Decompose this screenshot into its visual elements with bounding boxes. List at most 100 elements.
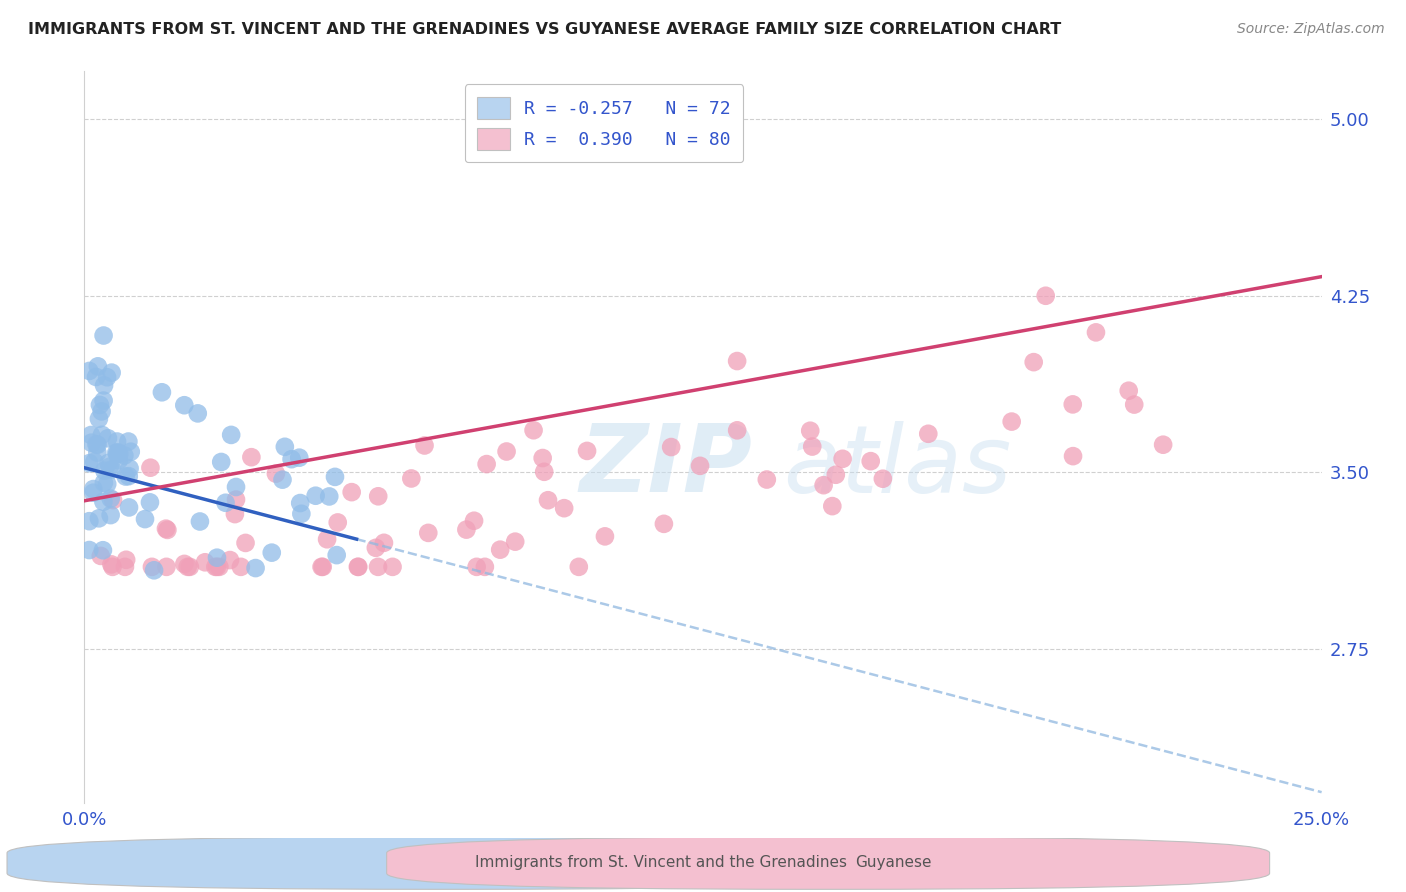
Point (831, 451, 853, 466)
Point (156, 523, 179, 537)
Point (576, 444, 599, 458)
Point (326, 516, 349, 530)
Point (381, 559, 404, 574)
Point (114, 559, 136, 574)
Point (553, 501, 575, 516)
Point (1123, 398, 1146, 412)
Point (93, 475, 115, 490)
Point (1152, 438, 1174, 452)
Point (821, 499, 844, 513)
Point (93, 328, 115, 343)
Point (93, 464, 115, 478)
Point (593, 529, 616, 543)
Point (347, 559, 370, 574)
Point (79, 514, 101, 528)
Point (179, 559, 201, 574)
Point (652, 516, 675, 531)
Point (83, 455, 105, 469)
Point (456, 523, 478, 537)
Point (325, 548, 347, 562)
FancyBboxPatch shape (387, 837, 1270, 889)
Point (87, 511, 110, 525)
Point (290, 507, 312, 521)
Point (219, 553, 242, 567)
Text: Source: ZipAtlas.com: Source: ZipAtlas.com (1237, 22, 1385, 37)
Point (108, 447, 131, 461)
Point (533, 465, 555, 479)
Point (93, 494, 115, 508)
Point (689, 458, 711, 473)
Point (143, 563, 166, 577)
Point (96, 477, 118, 491)
FancyBboxPatch shape (7, 837, 890, 889)
Point (568, 559, 591, 574)
Point (139, 495, 162, 509)
Point (114, 469, 136, 483)
Point (240, 450, 263, 465)
Point (1035, 289, 1057, 303)
Point (139, 460, 162, 475)
Point (799, 424, 821, 438)
Point (1062, 449, 1084, 463)
Point (90, 404, 112, 418)
Text: ZIP: ZIP (579, 420, 752, 512)
Point (364, 541, 387, 555)
Point (755, 473, 778, 487)
Point (917, 426, 939, 441)
Point (141, 559, 163, 574)
Point (225, 480, 247, 494)
Point (725, 354, 748, 368)
Point (105, 446, 128, 460)
Point (224, 507, 246, 521)
Point (118, 469, 141, 483)
Point (100, 366, 122, 380)
Point (725, 423, 748, 437)
Point (340, 485, 363, 500)
Point (367, 559, 389, 574)
Point (209, 455, 232, 469)
Point (87, 359, 110, 374)
Point (318, 490, 340, 504)
Point (304, 489, 326, 503)
Point (1118, 384, 1140, 398)
Point (489, 542, 512, 557)
Point (112, 449, 135, 463)
Point (474, 559, 496, 574)
Point (187, 406, 209, 420)
Point (367, 489, 389, 503)
Point (87, 412, 110, 426)
Point (101, 559, 124, 574)
Point (82, 482, 104, 496)
Point (205, 559, 228, 574)
Point (96, 370, 118, 384)
Point (219, 428, 242, 442)
Point (79, 543, 101, 558)
Legend: R = -0.257   N = 72, R =  0.390   N = 80: R = -0.257 N = 72, R = 0.390 N = 80 (464, 84, 744, 162)
Point (465, 559, 488, 574)
Point (90, 549, 112, 563)
Point (86, 445, 108, 459)
Point (280, 452, 302, 467)
Point (150, 385, 173, 400)
Point (813, 478, 835, 492)
Point (418, 525, 440, 540)
Point (225, 492, 247, 507)
Point (86, 437, 108, 451)
Point (235, 536, 257, 550)
Point (79, 456, 101, 470)
Point (872, 472, 894, 486)
Point (214, 496, 236, 510)
Point (373, 536, 395, 550)
Point (205, 550, 228, 565)
Point (271, 473, 294, 487)
Point (1001, 415, 1024, 429)
Point (264, 467, 287, 481)
Point (117, 434, 139, 449)
Point (194, 555, 217, 569)
Text: Immigrants from St. Vincent and the Grenadines: Immigrants from St. Vincent and the Gren… (475, 855, 848, 870)
Point (503, 534, 526, 549)
Point (105, 434, 128, 449)
Point (176, 559, 198, 574)
Point (84, 370, 107, 384)
Point (80, 435, 103, 450)
